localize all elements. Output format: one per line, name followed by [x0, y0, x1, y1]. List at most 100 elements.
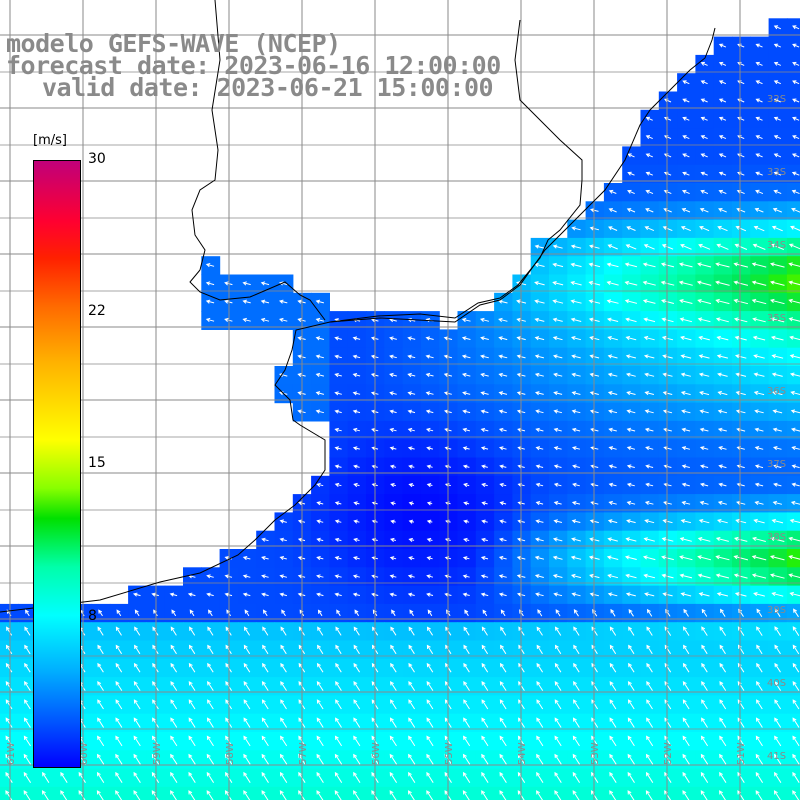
wind-vector-arrow: [498, 537, 507, 542]
wind-vector-arrow: [628, 644, 635, 655]
wind-vector-arrow: [680, 592, 692, 597]
longitude-label: 61W: [6, 742, 17, 765]
wind-vector-arrow: [261, 537, 269, 542]
wind-vector-arrow: [516, 391, 526, 396]
wind-vector-arrow: [682, 626, 690, 636]
longitude-label: 60W: [79, 742, 90, 765]
wind-speed-cell: [274, 786, 294, 800]
wind-vector-arrow: [60, 771, 68, 783]
wind-vector-arrow: [791, 171, 800, 176]
wind-vector-arrow: [645, 171, 653, 176]
wind-vector-arrow: [717, 390, 728, 396]
wind-vector-arrow: [626, 519, 636, 524]
wind-vector-arrow: [606, 555, 619, 560]
wind-vector-arrow: [207, 699, 214, 710]
wind-vector-arrow: [715, 573, 730, 579]
wind-vector-arrow: [352, 373, 361, 378]
wind-vector-arrow: [608, 500, 617, 506]
wind-vector-arrow: [516, 317, 526, 322]
wind-vector-arrow: [646, 699, 653, 710]
wind-vector-arrow: [606, 299, 619, 304]
wind-speed-cell: [786, 512, 800, 532]
wind-vector-arrow: [700, 116, 708, 121]
wind-vector-arrow: [426, 717, 434, 728]
wind-vector-arrow: [719, 771, 727, 783]
wind-vector-arrow: [610, 608, 616, 617]
wind-vector-arrow: [718, 153, 727, 158]
wind-vector-arrow: [461, 317, 471, 323]
wind-vector-arrow: [701, 662, 708, 673]
wind-vector-arrow: [517, 771, 526, 783]
wind-vector-arrow: [683, 644, 690, 655]
wind-vector-arrow: [390, 483, 396, 488]
wind-speed-cell: [786, 713, 800, 733]
wind-vector-arrow: [793, 608, 799, 618]
wind-vector-arrow: [643, 537, 655, 542]
wind-vector-arrow: [516, 592, 526, 597]
wind-vector-arrow: [407, 336, 416, 341]
wind-vector-arrow: [353, 644, 360, 655]
wind-vector-arrow: [682, 753, 690, 765]
wind-vector-arrow: [390, 644, 397, 655]
wind-vector-arrow: [536, 626, 543, 636]
wind-vector-arrow: [24, 681, 31, 691]
wind-vector-arrow: [535, 592, 544, 597]
wind-vector-arrow: [661, 317, 674, 323]
wind-vector-arrow: [261, 790, 269, 800]
wind-vector-arrow: [698, 372, 710, 377]
wind-vector-arrow: [609, 753, 617, 765]
wind-vector-arrow: [498, 336, 508, 341]
wind-vector-arrow: [553, 592, 563, 597]
wind-vector-arrow: [700, 171, 708, 176]
wind-speed-cell: [713, 786, 733, 800]
wind-vector-arrow: [133, 699, 141, 710]
wind-vector-arrow: [261, 556, 269, 561]
wind-vector-arrow: [589, 537, 600, 542]
wind-vector-arrow: [243, 790, 251, 800]
wind-vector-arrow: [316, 771, 324, 783]
wind-vector-arrow: [571, 354, 581, 359]
wind-vector-arrow: [389, 409, 397, 414]
wind-vector-arrow: [408, 699, 416, 710]
wind-vector-arrow: [353, 626, 360, 636]
wind-speed-cell: [786, 695, 800, 715]
wind-vector-arrow: [754, 446, 764, 451]
wind-vector-arrow: [408, 771, 416, 783]
wind-vector-arrow: [516, 537, 526, 542]
wind-vector-arrow: [607, 592, 618, 597]
wind-vector-arrow: [774, 662, 781, 673]
wind-vector-arrow: [206, 717, 214, 728]
wind-vector-arrow: [426, 501, 433, 506]
wind-vector-arrow: [626, 226, 636, 231]
wind-vector-arrow: [316, 537, 324, 542]
wind-speed-field: [0, 18, 800, 800]
wind-vector-arrow: [607, 537, 618, 542]
wind-vector-arrow: [463, 735, 471, 747]
wind-vector-arrow: [554, 790, 562, 800]
wind-vector-arrow: [774, 681, 782, 691]
wind-vector-arrow: [625, 555, 637, 560]
wind-speed-cell: [750, 786, 770, 800]
wind-vector-arrow: [642, 299, 656, 304]
wind-vector-arrow: [352, 427, 361, 433]
wind-vector-arrow: [715, 555, 730, 561]
wind-vector-arrow: [499, 662, 507, 673]
wind-vector-arrow: [679, 555, 693, 561]
wind-vector-arrow: [682, 790, 690, 800]
wind-vector-arrow: [315, 409, 325, 414]
wind-vector-arrow: [462, 391, 471, 396]
wind-vector-arrow: [536, 790, 543, 800]
wind-vector-arrow: [261, 735, 269, 747]
wind-vector-arrow: [755, 771, 764, 783]
wind-vector-arrow: [353, 464, 360, 469]
wind-vector-arrow: [170, 644, 177, 655]
wind-vector-arrow: [133, 681, 141, 691]
wind-vector-arrow: [624, 280, 638, 286]
wind-vector-arrow: [756, 662, 763, 673]
wind-vector-arrow: [353, 662, 361, 673]
wind-vector-arrow: [334, 519, 342, 524]
wind-vector-arrow: [700, 771, 709, 783]
wind-vector-arrow: [771, 518, 784, 524]
wind-vector-arrow: [517, 427, 526, 432]
wind-vector-arrow: [733, 317, 748, 323]
